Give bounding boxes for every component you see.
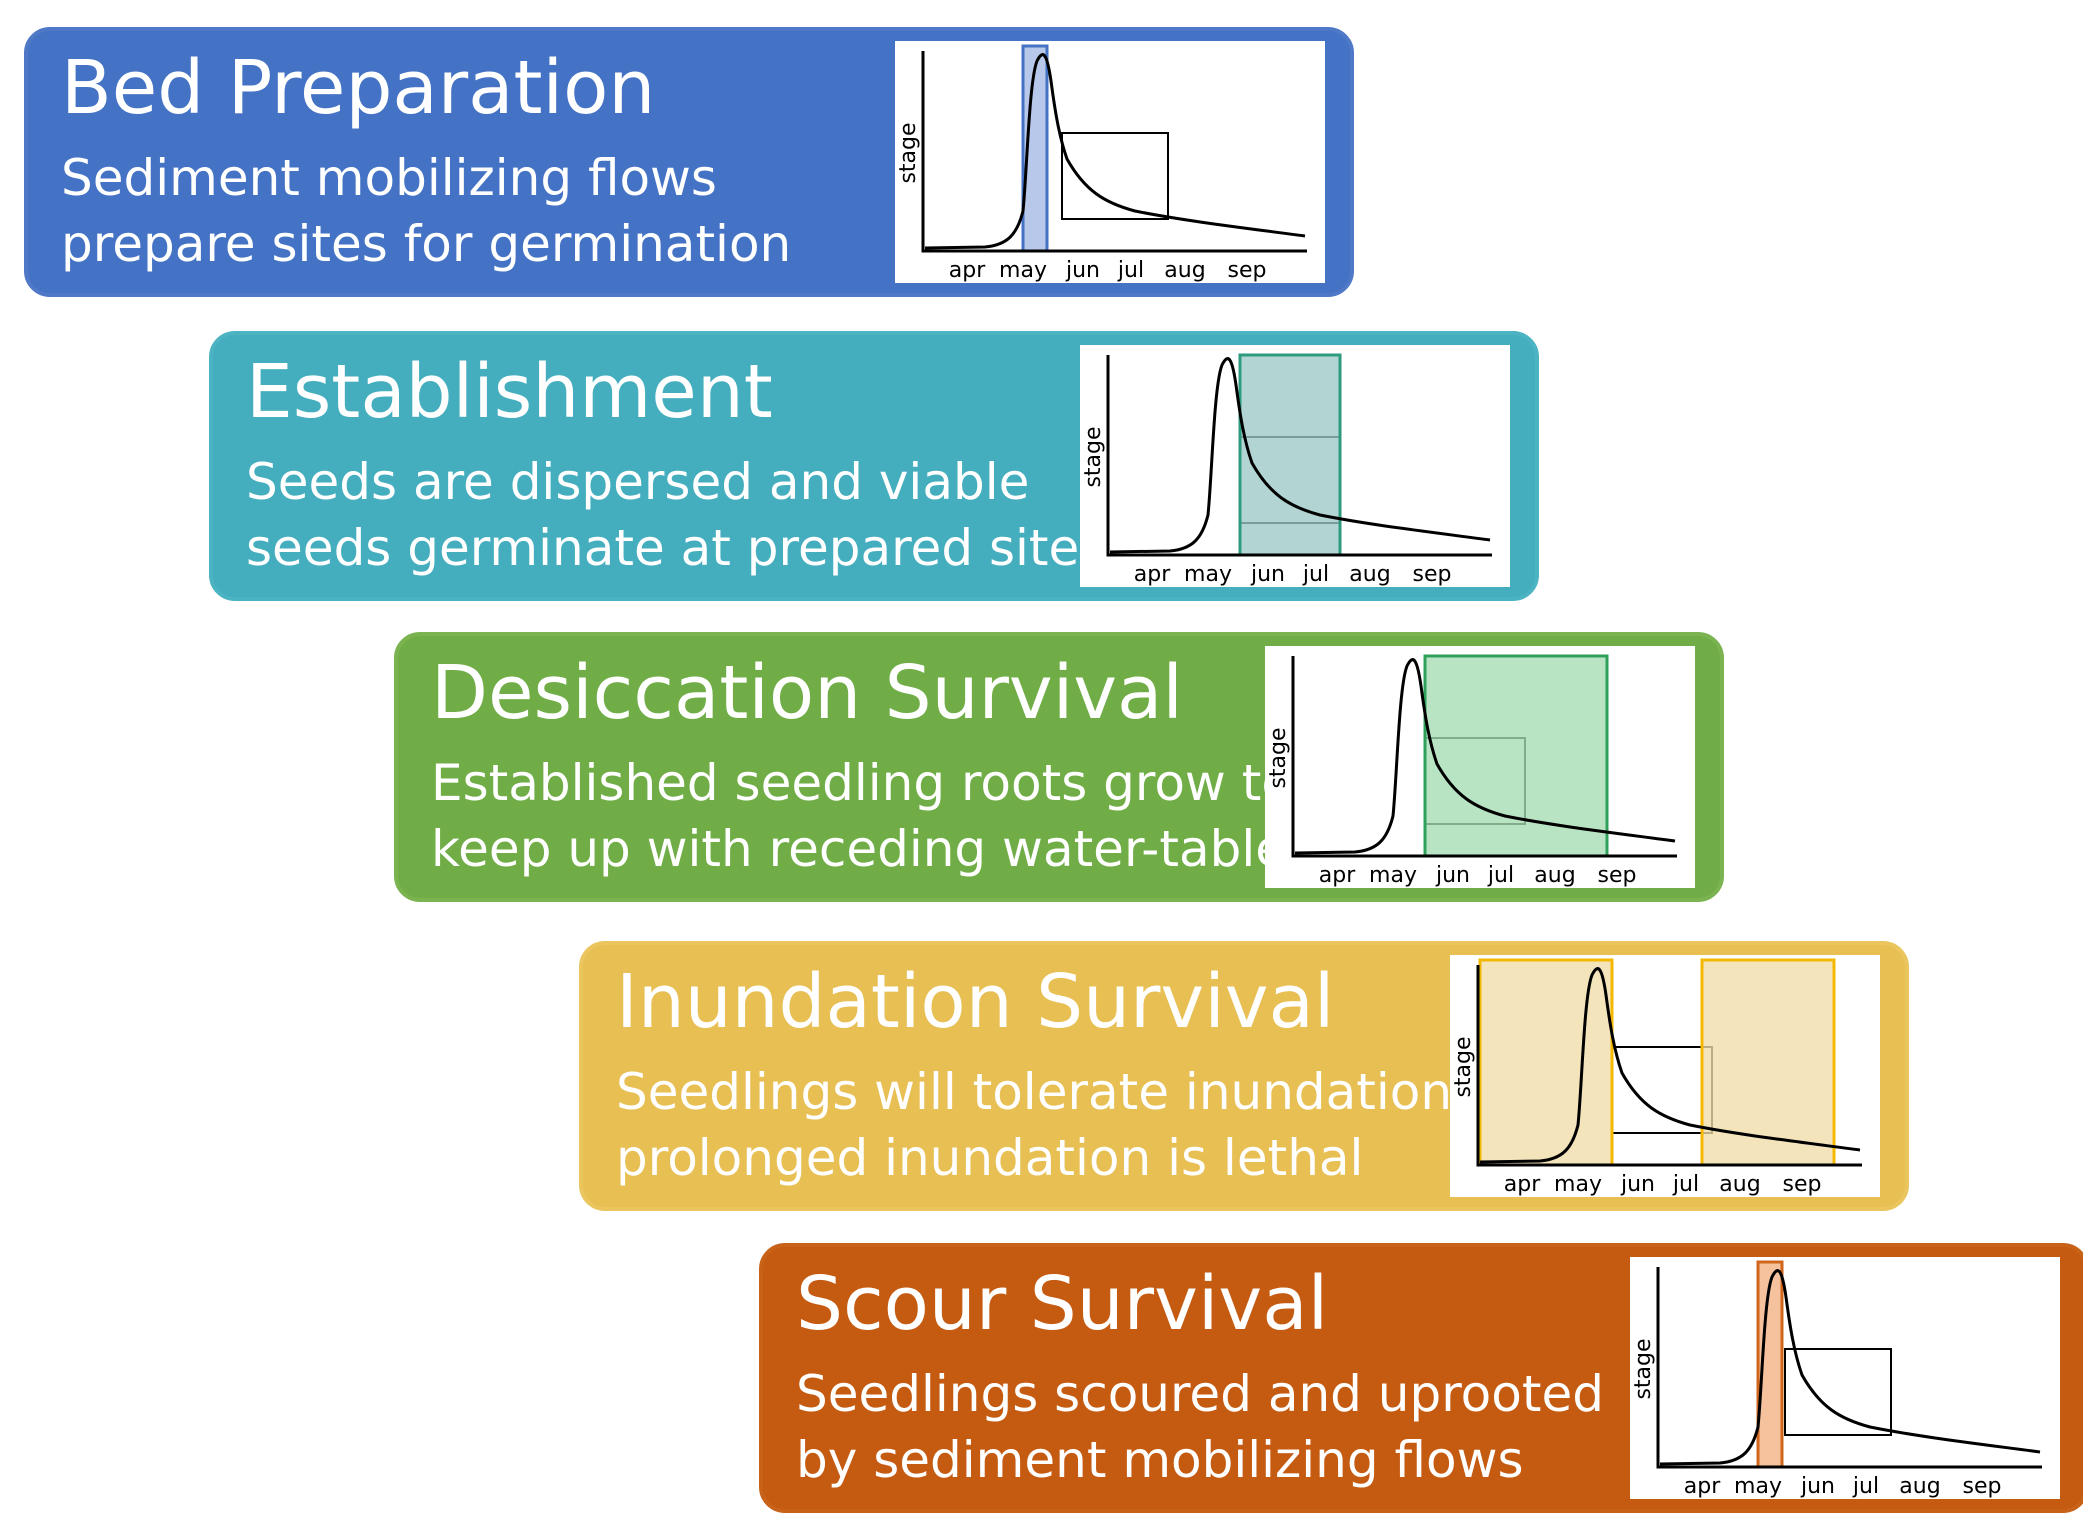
x-tick-label: aug — [1349, 562, 1390, 587]
x-tick-label: jun — [1620, 1172, 1655, 1197]
x-tick-label: aug — [1899, 1474, 1940, 1499]
hydrograph-svg: stage apr may jun jul aug sep — [896, 44, 1307, 283]
y-axis-label: stage — [1451, 1036, 1476, 1097]
x-tick-label: apr — [949, 258, 986, 283]
stage-card-establishment: Establishment Seeds are dispersed and vi… — [209, 331, 1539, 601]
y-axis-label: stage — [896, 122, 921, 183]
x-tick-label: jun — [1435, 863, 1470, 888]
x-tick-label: jul — [1302, 562, 1329, 587]
stage-description-line: Seeds are dispersed and viable — [246, 453, 1030, 511]
stage-description: Sediment mobilizing flows prepare sites … — [61, 145, 941, 277]
hydrograph-curve — [924, 53, 1306, 250]
hydrograph-svg: stage apr may jun jul aug sep — [1451, 958, 1862, 1197]
stage-description-line: Seedlings will tolerate inundation, — [616, 1063, 1468, 1121]
stage-description: Established seedling roots grow to keep … — [431, 750, 1311, 882]
stage-title: Establishment — [246, 349, 773, 435]
stage-description-line: Sediment mobilizing flows — [61, 149, 717, 207]
x-tick-label: jul — [1487, 863, 1514, 888]
x-tick-label: sep — [1413, 562, 1452, 587]
stage-window-box — [1784, 1348, 1892, 1436]
x-tick-label: aug — [1164, 258, 1205, 283]
stage-description-line: Established seedling roots grow to — [431, 754, 1292, 812]
x-tick-label: jul — [1117, 258, 1144, 283]
x-tick-label: jun — [1800, 1474, 1835, 1499]
plot-axes — [1656, 1267, 2042, 1469]
highlight-window — [1238, 353, 1342, 557]
hydrograph-svg: stage apr may jun jul aug sep — [1631, 1260, 2042, 1499]
hydrograph-plot: stage apr may jun jul aug sep — [1080, 345, 1510, 587]
stage-description: Seeds are dispersed and viable seeds ger… — [246, 449, 1126, 581]
hydrograph-curve — [1659, 1269, 2041, 1466]
highlight-window — [1700, 958, 1836, 1167]
stage-card-scour-survival: Scour Survival Seedlings scoured and upr… — [759, 1243, 2083, 1513]
hydrograph-plot: stage apr may jun jul aug sep — [1265, 646, 1695, 888]
hydrograph-svg: stage apr may jun jul aug sep — [1081, 353, 1492, 587]
highlight-window — [1478, 958, 1614, 1167]
x-tick-label: apr — [1504, 1172, 1541, 1197]
x-tick-label: may — [999, 258, 1047, 283]
hydrograph-curve — [1479, 967, 1861, 1164]
x-tick-label: jul — [1672, 1172, 1699, 1197]
stage-description-line: keep up with receding water-table — [431, 820, 1286, 878]
stage-description-line: by sediment mobilizing flows — [796, 1431, 1524, 1489]
stage-description: Seedlings will tolerate inundation, prol… — [616, 1059, 1496, 1191]
x-tick-label: aug — [1719, 1172, 1760, 1197]
x-tick-label: sep — [1963, 1474, 2002, 1499]
plot-axes — [1291, 656, 1677, 858]
stage-description-line: prepare sites for germination — [61, 215, 792, 273]
stage-title: Inundation Survival — [616, 959, 1335, 1045]
x-tick-label: jun — [1250, 562, 1285, 587]
hydrograph-curve — [1294, 658, 1676, 855]
hydrograph-curve — [1109, 357, 1491, 554]
x-tick-label: sep — [1783, 1172, 1822, 1197]
stage-card-desiccation-survival: Desiccation Survival Established seedlin… — [394, 632, 1724, 902]
stage-card-bed-preparation: Bed Preparation Sediment mobilizing flow… — [24, 27, 1354, 297]
x-tick-label: may — [1369, 863, 1417, 888]
plot-axes — [1106, 355, 1492, 557]
plot-axes — [921, 51, 1307, 253]
x-tick-label: sep — [1228, 258, 1267, 283]
y-axis-label: stage — [1631, 1338, 1656, 1399]
y-axis-label: stage — [1081, 426, 1106, 487]
x-tick-label: sep — [1598, 863, 1637, 888]
x-tick-label: jun — [1065, 258, 1100, 283]
x-tick-label: may — [1184, 562, 1232, 587]
stage-description-line: Seedlings scoured and uprooted — [796, 1365, 1604, 1423]
highlight-window — [1423, 654, 1609, 858]
stage-description: Seedlings scoured and uprooted by sedime… — [796, 1361, 1676, 1493]
x-tick-label: may — [1734, 1474, 1782, 1499]
x-tick-label: may — [1554, 1172, 1602, 1197]
x-tick-label: apr — [1319, 863, 1356, 888]
stage-title: Bed Preparation — [61, 45, 656, 131]
x-tick-label: apr — [1134, 562, 1171, 587]
x-tick-label: apr — [1684, 1474, 1721, 1499]
hydrograph-plot: stage apr may jun jul aug sep — [895, 41, 1325, 283]
hydrograph-plot: stage apr may jun jul aug sep — [1630, 1257, 2060, 1499]
stage-window-box — [1061, 132, 1169, 220]
x-tick-label: aug — [1534, 863, 1575, 888]
stage-title: Desiccation Survival — [431, 650, 1183, 736]
y-axis-label: stage — [1266, 727, 1291, 788]
hydrograph-svg: stage apr may jun jul aug sep — [1266, 654, 1677, 888]
plot-axes — [1476, 965, 1862, 1167]
x-tick-label: jul — [1852, 1474, 1879, 1499]
stage-card-inundation-survival: Inundation Survival Seedlings will toler… — [579, 941, 1909, 1211]
stage-description-line: seeds germinate at prepared sites — [246, 519, 1106, 577]
stage-description-line: prolonged inundation is lethal — [616, 1129, 1364, 1187]
hydrograph-plot: stage apr may jun jul aug sep — [1450, 955, 1880, 1197]
stage-window-box — [1611, 1046, 1713, 1134]
stage-title: Scour Survival — [796, 1261, 1329, 1347]
